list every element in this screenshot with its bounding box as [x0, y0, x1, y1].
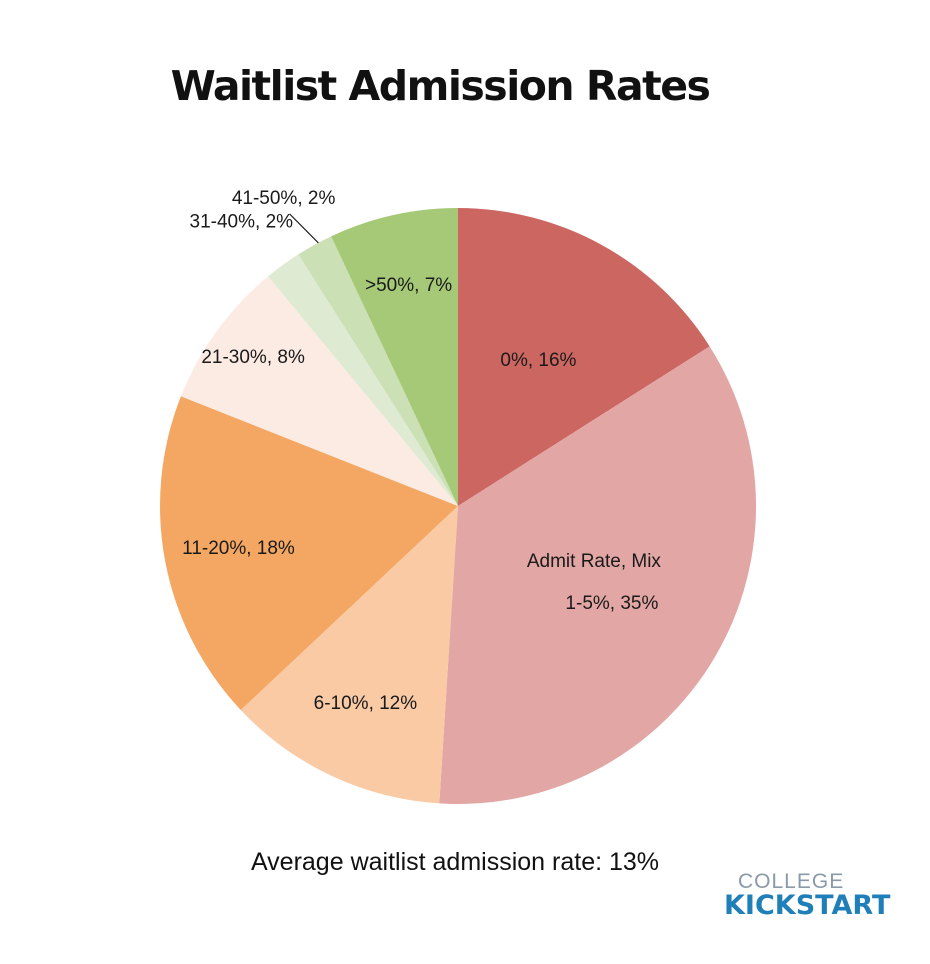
logo-text-top: COLLEGE — [738, 870, 845, 893]
college-kickstart-logo: COLLEGE KICKSTART — [724, 870, 904, 921]
slice-label-7: 41-50%, 2% — [232, 188, 336, 209]
slice-label-4: 11-20%, 18% — [182, 538, 295, 559]
logo-text-bottom: KICKSTART — [724, 890, 891, 921]
slice-label-6: 31-40%, 2% — [190, 212, 294, 233]
pie-slices — [160, 208, 757, 804]
pie-slice-41-50 — [298, 236, 458, 507]
legend-title-label: Admit Rate, Mix — [527, 551, 662, 572]
chart-footnote: Average waitlist admission rate: 13% — [250, 848, 660, 876]
pie-slice-31-40 — [268, 254, 458, 506]
pie-slice-50 — [331, 208, 458, 506]
slice-label-3: 6-10%, 12% — [314, 693, 418, 714]
pie-slice-21-30 — [180, 276, 458, 506]
leader-line — [289, 213, 319, 244]
slice-label-8: >50%, 7% — [365, 275, 452, 296]
slice-label-5: 21-30%, 8% — [201, 347, 305, 368]
pie-labels: 0%, 16% Admit Rate, Mix 1-5%, 35% 6-10%, 12… — [182, 188, 661, 714]
pie-slice-11-20 — [160, 396, 458, 710]
chart-title: Waitlist Admission Rates — [170, 62, 711, 110]
slice-label-2: 1-5%, 35% — [565, 593, 658, 614]
slice-label-1: 0%, 16% — [500, 350, 576, 371]
pie-slice-1-5 — [439, 346, 757, 804]
pie-slice-0 — [458, 208, 710, 506]
pie-slice-6-10 — [240, 506, 458, 804]
